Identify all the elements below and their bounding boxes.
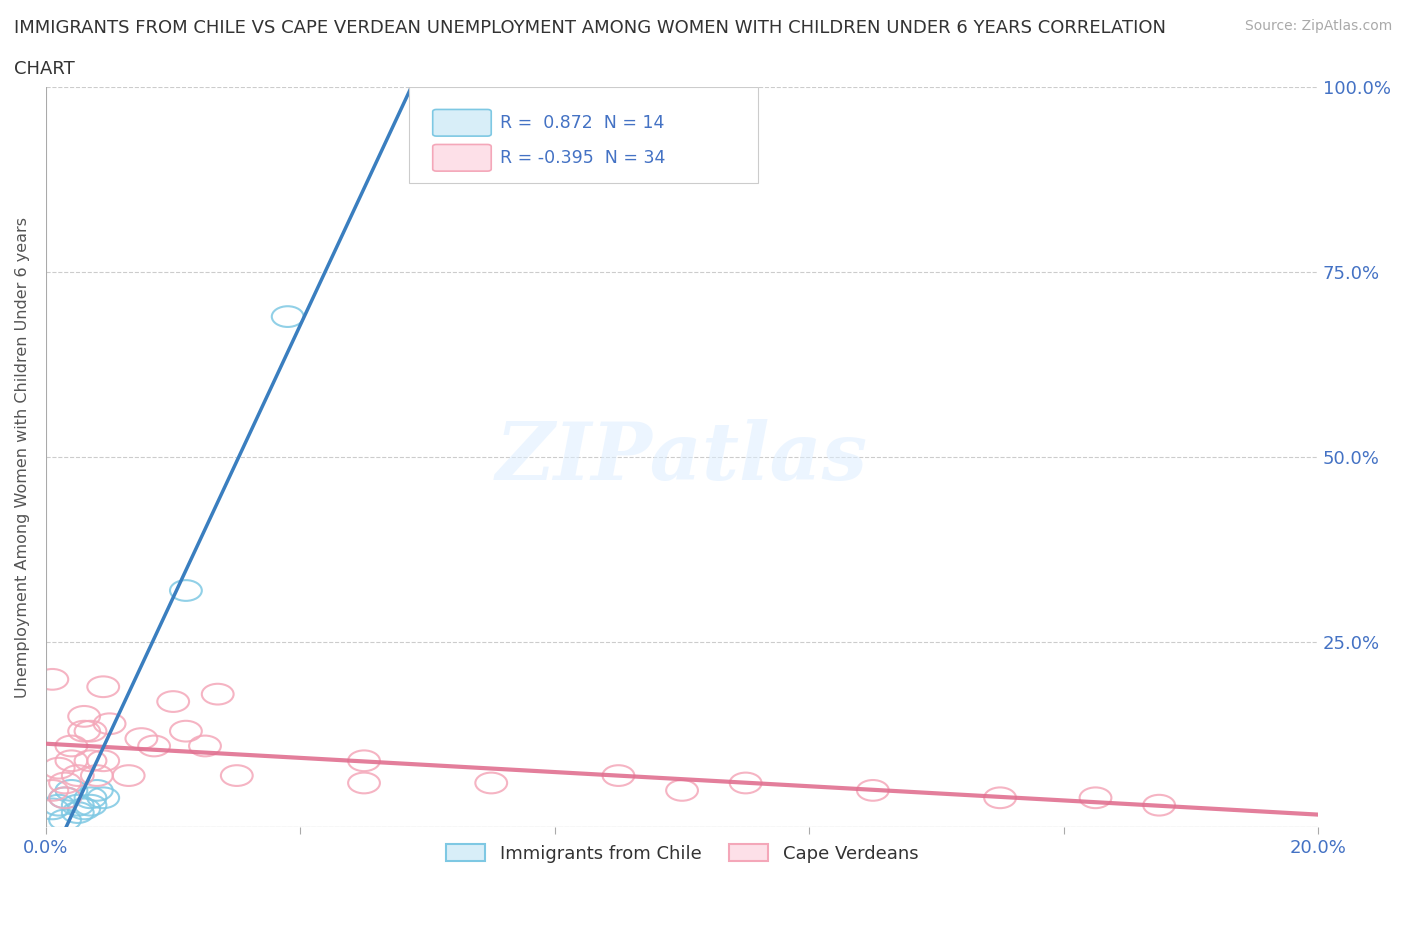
Text: IMMIGRANTS FROM CHILE VS CAPE VERDEAN UNEMPLOYMENT AMONG WOMEN WITH CHILDREN UND: IMMIGRANTS FROM CHILE VS CAPE VERDEAN UN… [14,19,1166,36]
Y-axis label: Unemployment Among Women with Children Under 6 years: Unemployment Among Women with Children U… [15,217,30,698]
Text: CHART: CHART [14,60,75,78]
FancyBboxPatch shape [409,87,758,183]
Legend: Immigrants from Chile, Cape Verdeans: Immigrants from Chile, Cape Verdeans [439,837,925,870]
Text: R =  0.872  N = 14: R = 0.872 N = 14 [501,113,665,132]
FancyBboxPatch shape [433,110,491,136]
Text: Source: ZipAtlas.com: Source: ZipAtlas.com [1244,19,1392,33]
FancyBboxPatch shape [433,144,491,171]
Text: ZIPatlas: ZIPatlas [496,418,868,496]
Text: R = -0.395  N = 34: R = -0.395 N = 34 [501,149,665,166]
